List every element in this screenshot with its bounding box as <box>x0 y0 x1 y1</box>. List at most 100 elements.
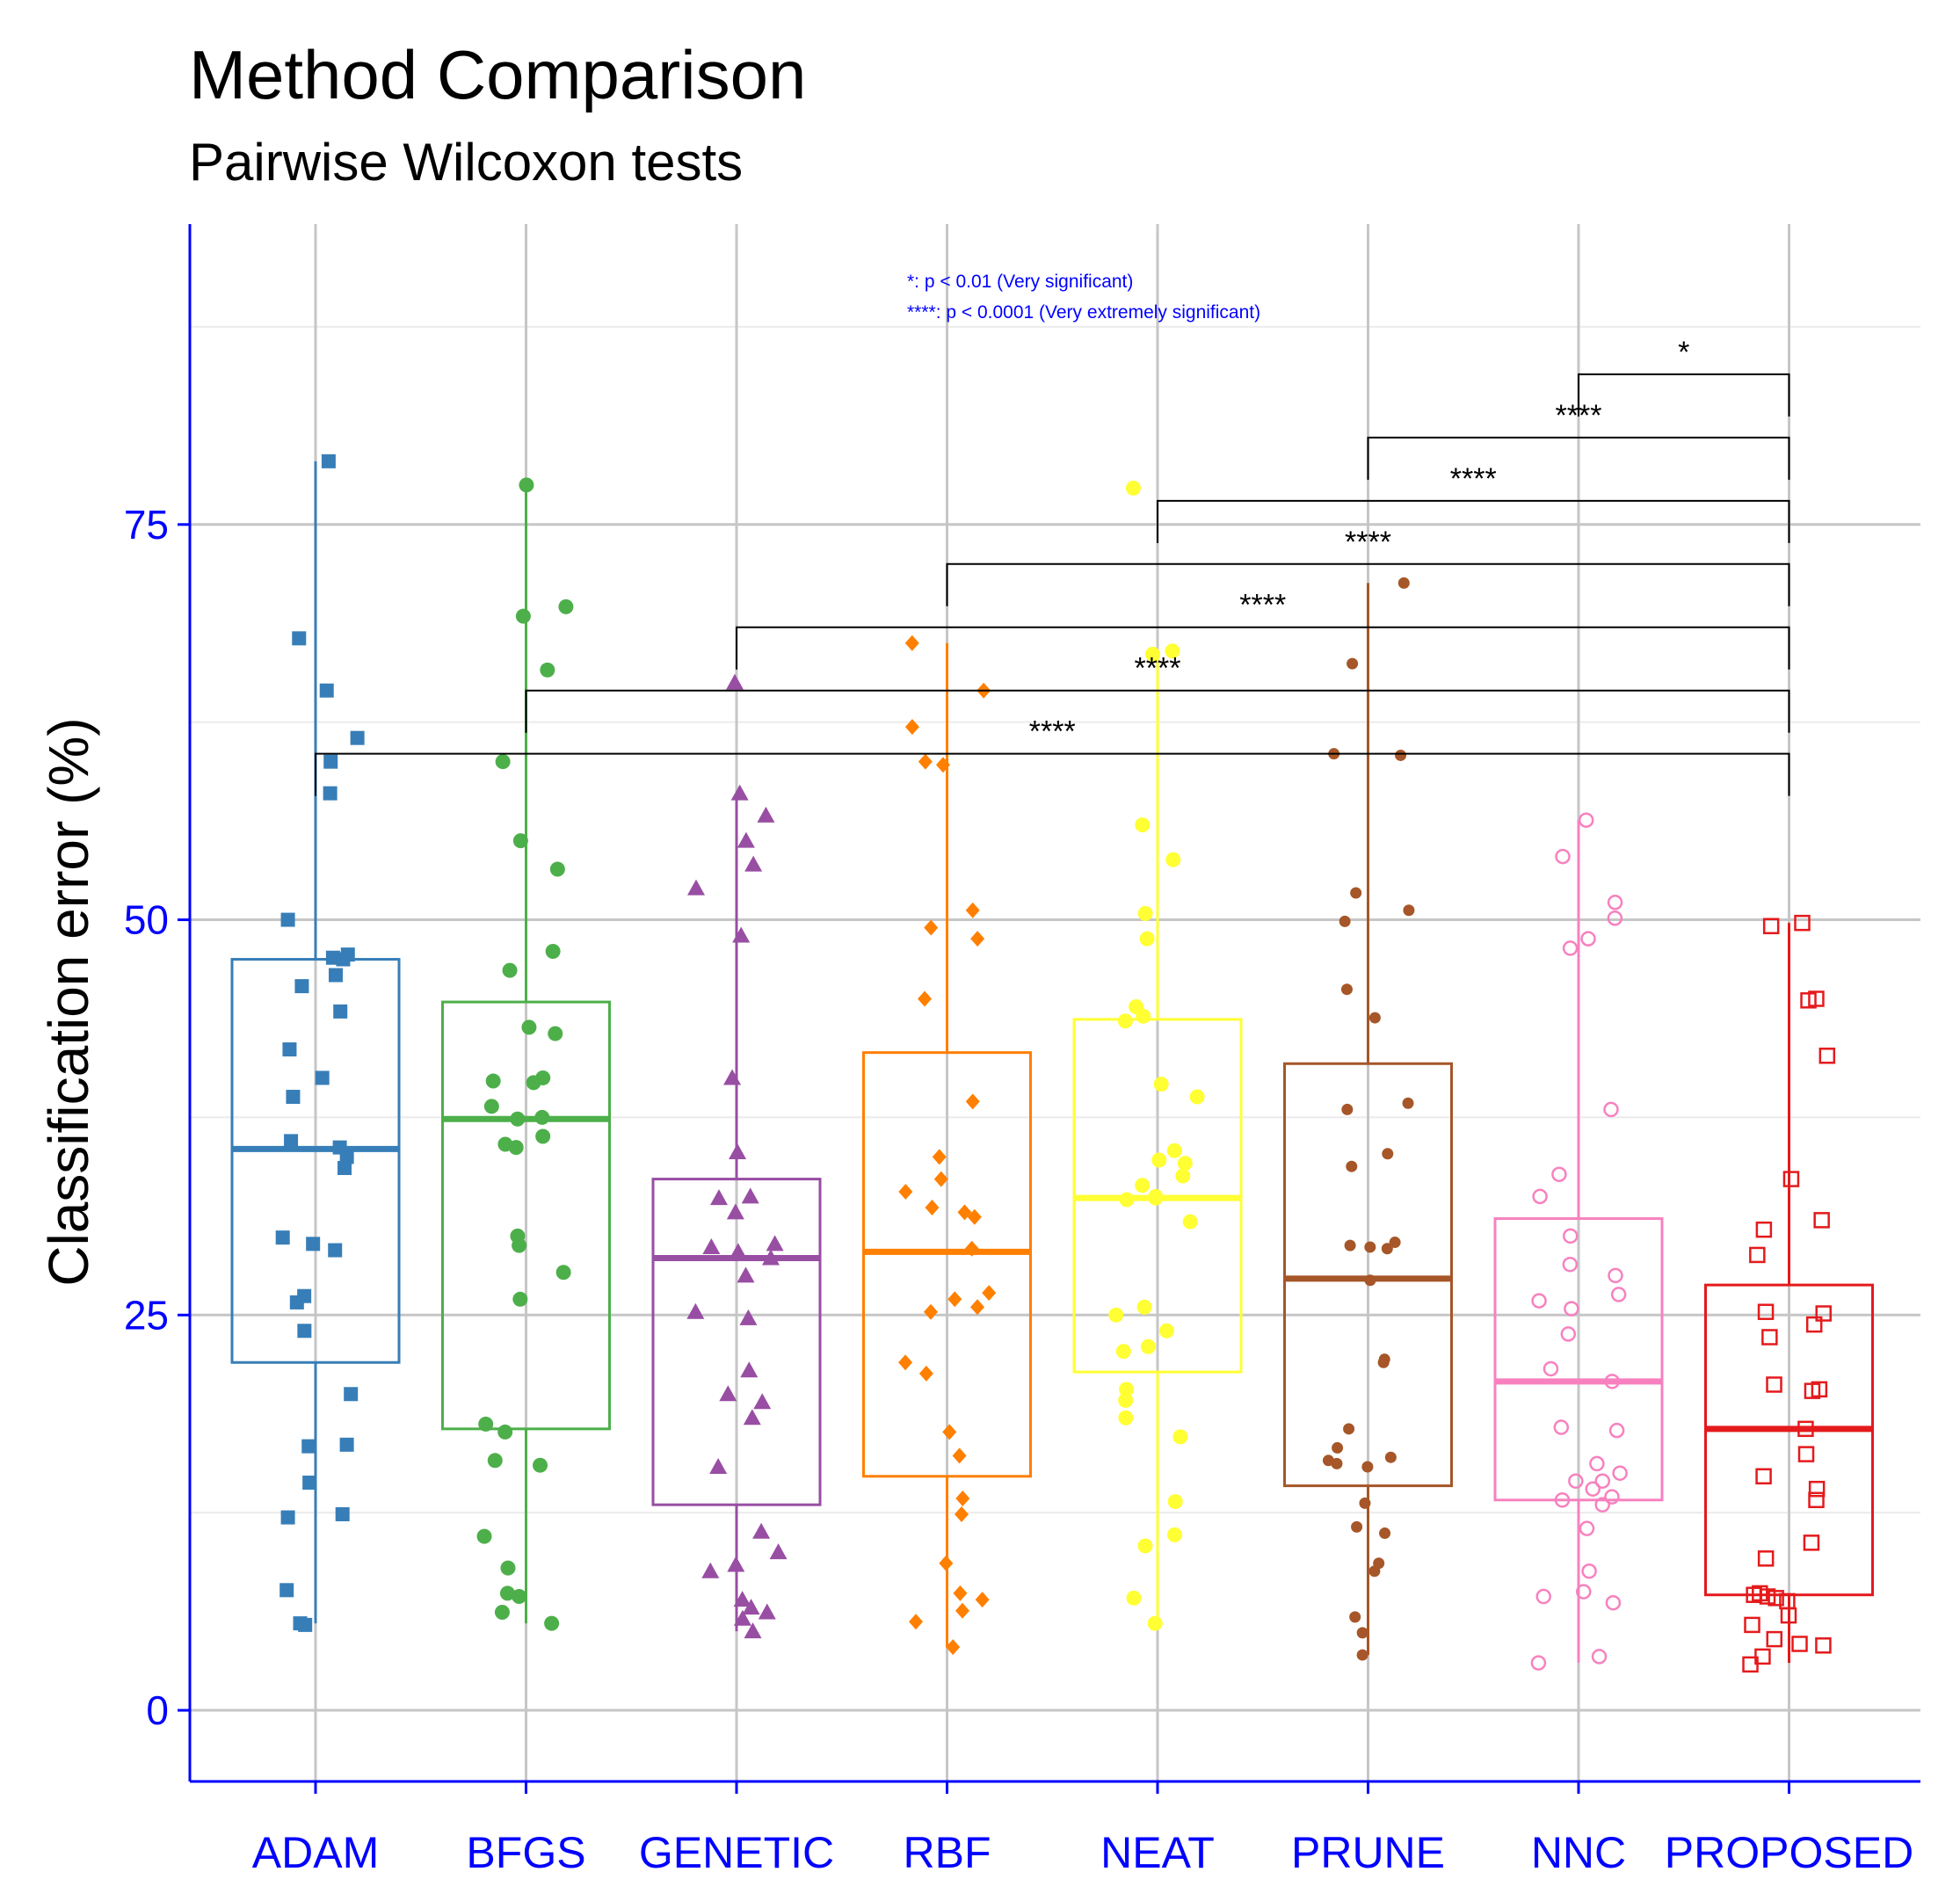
data-point <box>1791 1636 1808 1652</box>
bracket-line <box>1157 499 1790 543</box>
data-point <box>1564 1301 1579 1317</box>
chart-subtitle: Pairwise Wilcoxon tests <box>189 133 743 192</box>
data-point <box>686 1302 705 1319</box>
data-point <box>1377 1356 1390 1368</box>
y-ticks: 0 25 50 75 <box>124 502 190 1733</box>
data-point <box>1530 1655 1547 1671</box>
y-tick-label: 50 <box>124 897 169 943</box>
data-point <box>1755 1221 1773 1238</box>
data-point <box>1135 817 1151 833</box>
box-iqr <box>230 958 401 1364</box>
data-point <box>306 1237 321 1251</box>
data-point <box>1153 1077 1169 1092</box>
data-point <box>1167 1494 1183 1510</box>
data-point <box>1144 646 1160 662</box>
data-point <box>957 1204 972 1221</box>
data-point <box>1797 1420 1814 1438</box>
data-point <box>298 1617 313 1632</box>
data-point <box>1818 1048 1836 1064</box>
data-point <box>494 1605 510 1621</box>
data-point <box>335 1506 350 1521</box>
data-point <box>1158 1323 1174 1339</box>
data-point <box>1608 1267 1623 1284</box>
data-point <box>485 1073 501 1089</box>
data-point <box>1607 895 1623 910</box>
data-point <box>970 931 985 947</box>
data-point <box>292 631 307 646</box>
x-tick-label-prune: PRUNE <box>1291 1828 1445 1877</box>
bracket-label: * <box>1678 336 1689 369</box>
data-point <box>932 1149 947 1165</box>
data-point <box>729 1243 747 1259</box>
x-tick-label-proposed: PROPOSED <box>1665 1828 1913 1877</box>
data-point <box>1759 1588 1776 1605</box>
data-point <box>1126 1590 1142 1606</box>
data-point <box>762 1249 780 1266</box>
data-point <box>534 1109 550 1125</box>
data-point <box>319 683 334 698</box>
data-point <box>1346 1160 1358 1172</box>
bracket-line <box>525 689 1790 733</box>
data-point <box>339 1150 354 1164</box>
data-point <box>548 1026 563 1041</box>
data-point <box>1339 915 1351 927</box>
data-point <box>1189 1089 1205 1105</box>
data-point <box>1402 1097 1414 1109</box>
data-point <box>1344 1239 1356 1251</box>
data-point <box>1340 983 1353 996</box>
data-point <box>710 1189 729 1206</box>
data-point <box>723 1069 742 1085</box>
boxplot-bfgs <box>441 484 611 1624</box>
data-point <box>1384 1451 1397 1463</box>
x-tick-label-neat: NEAT <box>1100 1828 1215 1877</box>
data-point <box>1531 1293 1547 1309</box>
data-point <box>1382 1148 1394 1160</box>
data-point <box>1351 1520 1363 1533</box>
data-point <box>757 806 775 823</box>
data-point <box>508 1140 524 1156</box>
data-point <box>336 952 351 967</box>
data-point <box>1532 1188 1548 1205</box>
data-point <box>1554 1492 1571 1508</box>
data-point <box>1803 1534 1820 1551</box>
bracket-line <box>1578 373 1790 417</box>
points-prune <box>1322 577 1415 1661</box>
axes <box>188 224 1920 1783</box>
data-point <box>1755 1468 1772 1485</box>
data-point <box>1403 904 1415 917</box>
data-point <box>1136 1008 1151 1024</box>
data-point <box>1172 1429 1188 1445</box>
significance-legend-line-2: ****: p < 0.0001 (Very extremely signifi… <box>907 302 1260 323</box>
x-tick-label-nnc: NNC <box>1531 1828 1626 1877</box>
data-point <box>740 1361 759 1378</box>
data-point <box>1591 1649 1608 1665</box>
data-point <box>297 1324 312 1339</box>
data-point <box>1766 1630 1783 1648</box>
data-point <box>918 1365 933 1382</box>
data-point <box>279 1583 294 1598</box>
data-point <box>1118 1392 1134 1408</box>
data-point <box>737 1266 755 1283</box>
data-point <box>1768 1590 1784 1607</box>
data-point <box>1581 1563 1597 1579</box>
data-point <box>535 1128 551 1144</box>
points-genetic <box>686 673 788 1639</box>
data-point <box>333 1004 348 1019</box>
bracket-bfgs-vs-proposed: **** <box>525 652 1790 733</box>
data-point <box>1137 905 1153 921</box>
data-point <box>753 1393 772 1410</box>
data-point <box>1347 657 1359 670</box>
data-point <box>1395 749 1407 761</box>
bracket-rbf-vs-proposed: **** <box>946 526 1790 606</box>
chart-title: Method Comparison <box>189 36 806 113</box>
significance-brackets: ************************* <box>315 336 1790 796</box>
data-point <box>933 1171 948 1187</box>
data-point <box>1151 1152 1167 1168</box>
data-point <box>701 1562 720 1578</box>
data-point <box>1148 1190 1164 1206</box>
data-point <box>898 1183 913 1200</box>
data-point <box>1166 1527 1182 1542</box>
data-point <box>1608 1422 1625 1439</box>
data-point <box>744 855 763 872</box>
